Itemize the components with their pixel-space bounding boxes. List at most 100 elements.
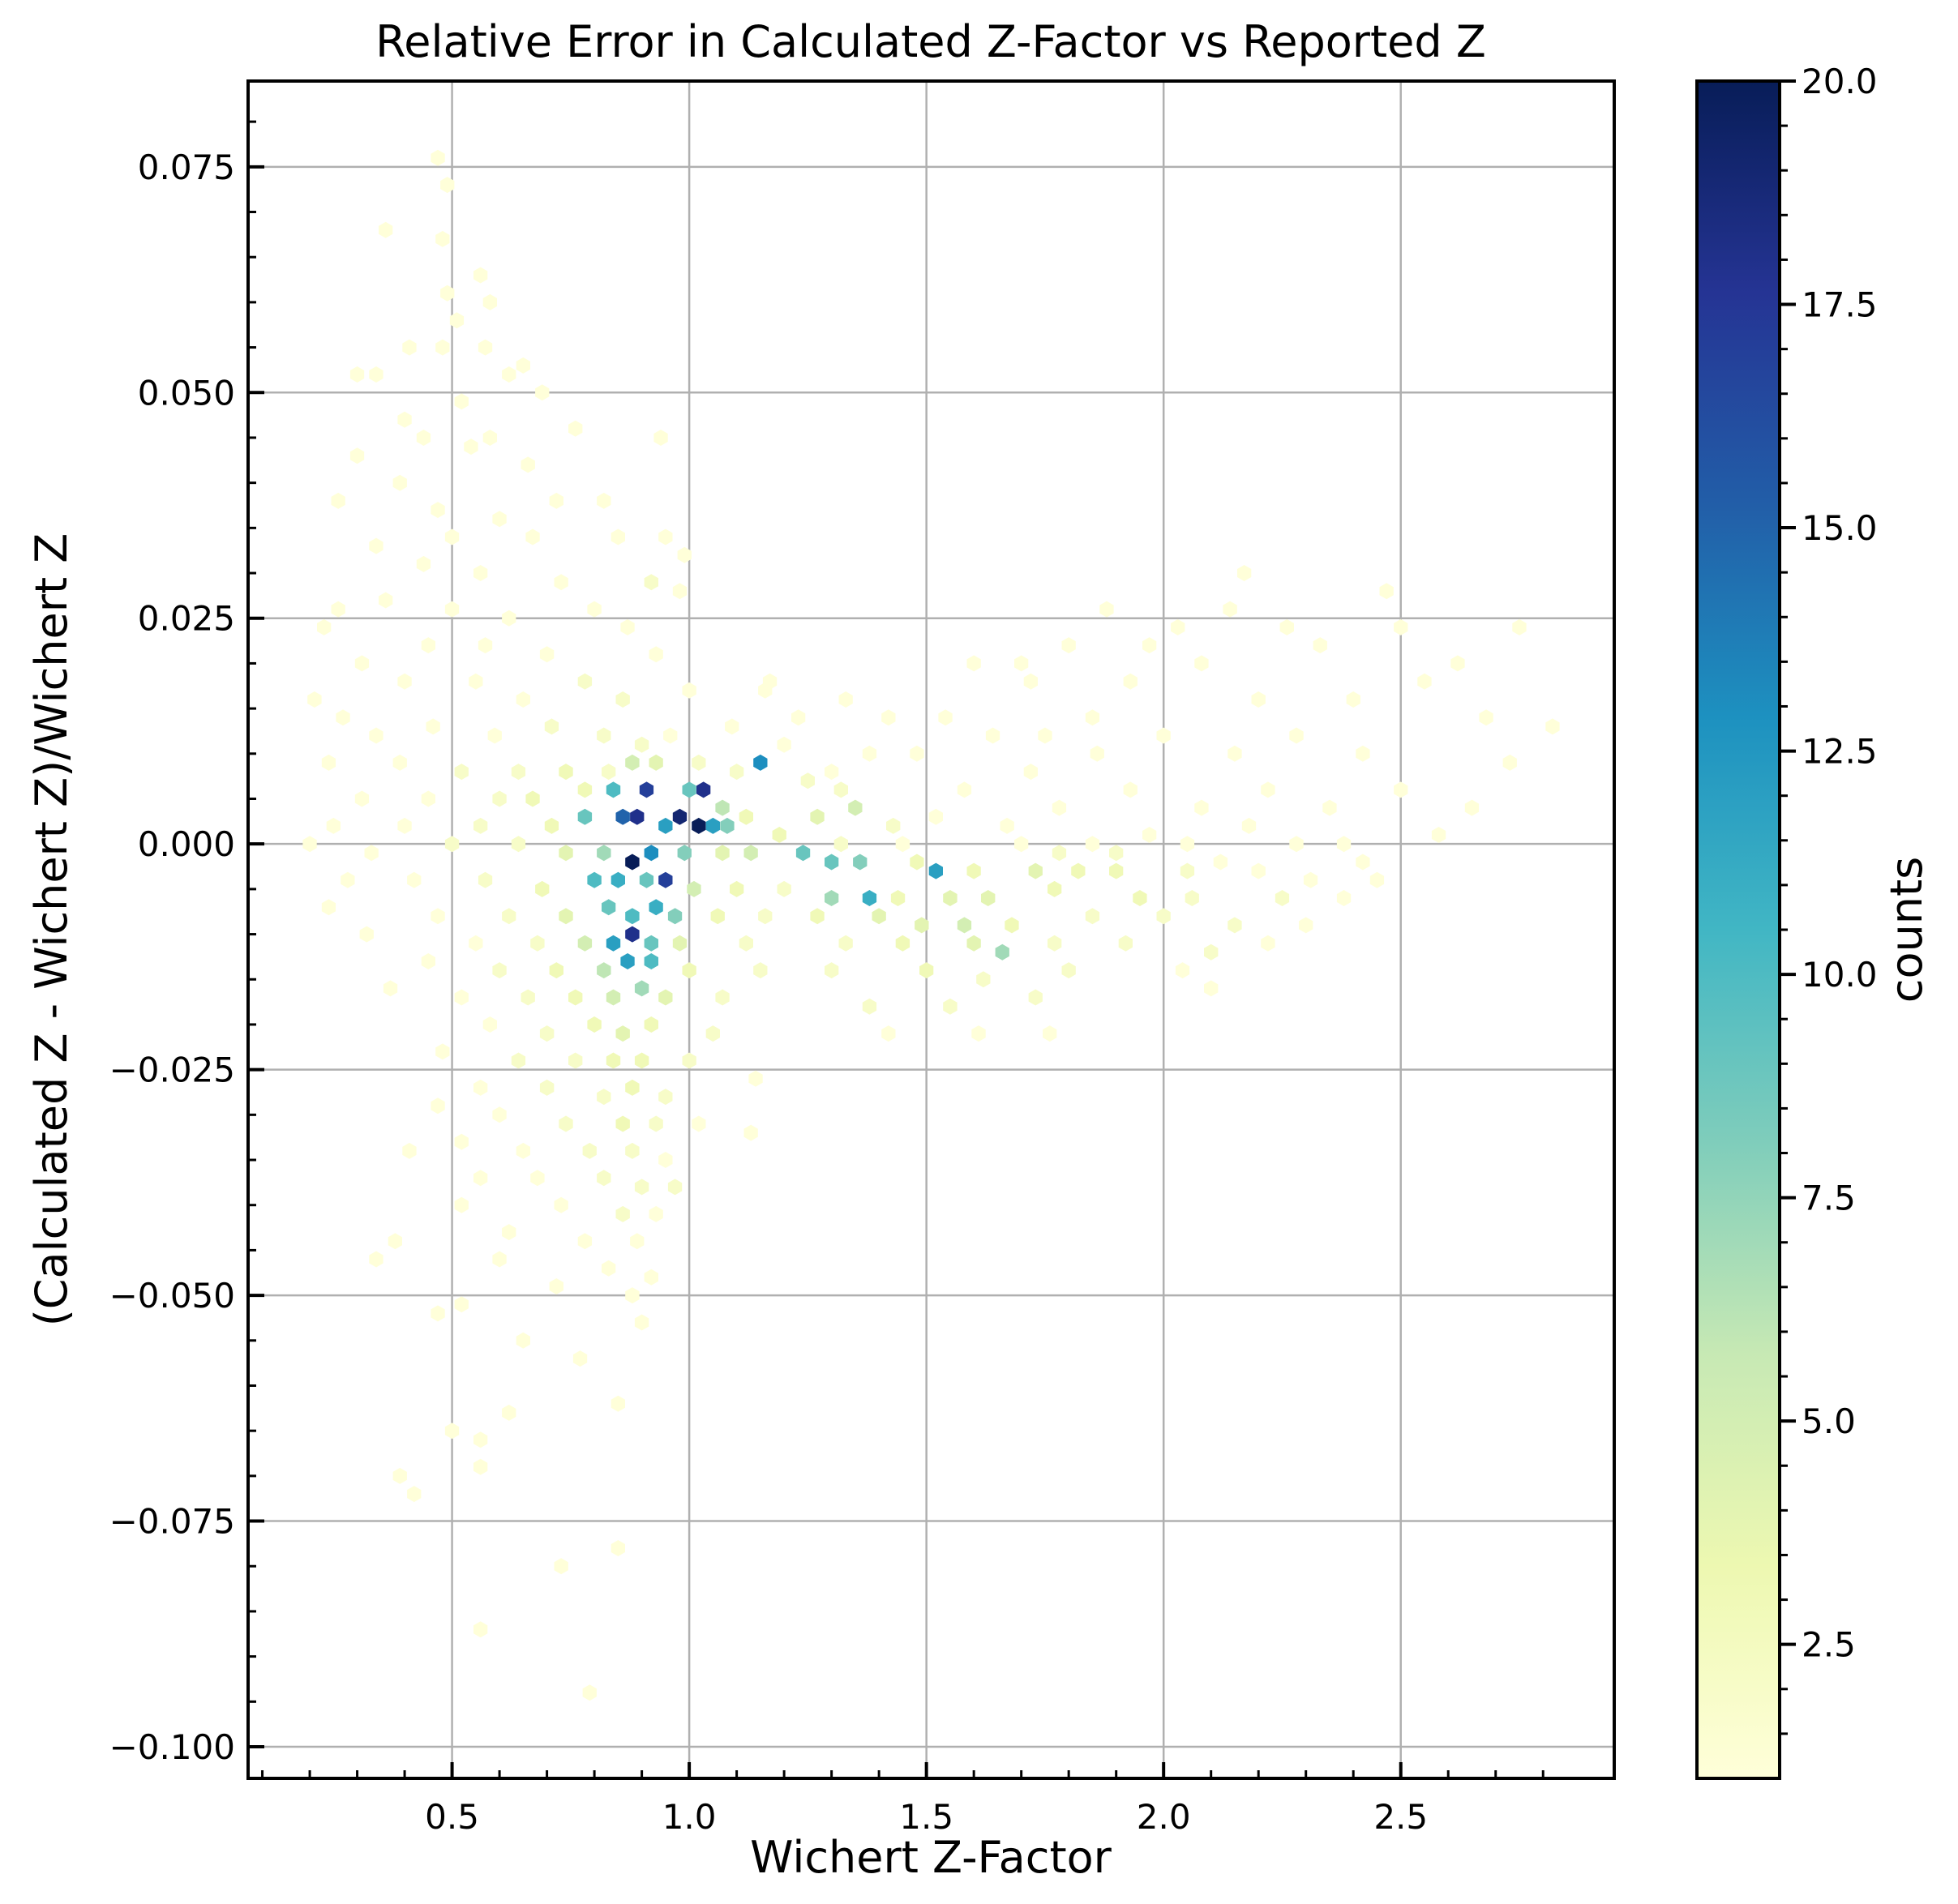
colorbar-tick-label: 5.0 bbox=[1802, 1401, 1856, 1441]
hexbin-cell bbox=[910, 854, 924, 871]
colorbar-tick-label: 10.0 bbox=[1802, 955, 1878, 995]
colorbar-tick-label: 20.0 bbox=[1802, 62, 1878, 101]
hexbin-cell bbox=[454, 1196, 469, 1213]
hexbin-cell bbox=[611, 528, 625, 546]
hexbin-cell bbox=[421, 953, 435, 969]
hexbin-cell bbox=[577, 935, 593, 952]
hexbin-cell bbox=[886, 817, 901, 834]
colorbar-tick-label: 2.5 bbox=[1802, 1625, 1856, 1665]
hexbin-cell bbox=[692, 1115, 706, 1132]
hexbin-cell bbox=[397, 411, 412, 428]
hexbin-cell bbox=[469, 935, 483, 952]
hexbin-cell bbox=[416, 555, 431, 572]
hexbin-cell bbox=[881, 1025, 896, 1042]
hexbin-cell bbox=[644, 935, 658, 952]
y-tick-label: −0.075 bbox=[109, 1502, 235, 1542]
hexbin-cell bbox=[995, 943, 1009, 961]
hexbin-cell bbox=[402, 1142, 417, 1159]
hexbin-cell bbox=[369, 366, 383, 383]
hexbin-cell bbox=[1123, 781, 1138, 798]
hexbin-cell bbox=[435, 1043, 450, 1060]
hexbin-cell bbox=[1204, 980, 1219, 997]
hexbin-cell bbox=[331, 601, 345, 618]
hexbin-cell bbox=[597, 1089, 611, 1106]
hexbin-cell bbox=[359, 926, 374, 943]
hexbin-cell bbox=[1156, 727, 1171, 744]
hexbin-cell bbox=[321, 754, 336, 771]
hexbin-cell bbox=[1356, 745, 1370, 762]
hexbin-cell bbox=[825, 890, 839, 906]
hexbin-cell bbox=[426, 718, 440, 735]
hexbin-cell bbox=[502, 610, 516, 627]
hexbin-cell bbox=[615, 691, 630, 708]
hexbin-cell bbox=[516, 691, 530, 708]
y-tick-label: 0.000 bbox=[138, 824, 235, 864]
hexbin-cell bbox=[1185, 890, 1199, 906]
hexbin-cell bbox=[639, 781, 654, 798]
hexbin-cell bbox=[720, 817, 735, 834]
y-tick-label: −0.050 bbox=[109, 1276, 235, 1316]
hexbin-cell bbox=[810, 908, 825, 925]
hexbin-cell bbox=[730, 764, 744, 781]
hexbin-cell bbox=[658, 528, 673, 546]
hexbin-cell bbox=[833, 836, 848, 853]
hexbin-cell bbox=[559, 908, 573, 925]
hexbin-cell bbox=[502, 908, 516, 925]
hexbin-cell bbox=[606, 935, 621, 952]
hexbin-cell bbox=[407, 1486, 422, 1503]
hexbin-cell bbox=[469, 673, 483, 690]
hexbin-cell bbox=[402, 339, 417, 356]
hexbin-cell bbox=[1336, 836, 1352, 853]
hexbin-cell bbox=[1512, 618, 1527, 635]
hexbin-cell bbox=[1241, 817, 1257, 834]
hexbin-cell bbox=[473, 817, 488, 834]
hexbin-cell bbox=[444, 528, 460, 546]
hexbin-cell bbox=[971, 1025, 986, 1042]
hexbin-cell bbox=[369, 727, 383, 744]
hexbin-cell bbox=[492, 1251, 507, 1268]
hexbin-cell bbox=[630, 808, 645, 825]
hexbin-cell bbox=[478, 871, 493, 888]
hexbin-cell bbox=[658, 1152, 673, 1168]
hexbin-cell bbox=[1048, 935, 1062, 952]
hexbin-cell bbox=[687, 880, 701, 897]
hexbin-cell bbox=[392, 474, 407, 491]
hexbin-cell bbox=[966, 935, 981, 952]
hexbin-cell bbox=[649, 1205, 663, 1222]
hexbin-cell bbox=[1142, 827, 1157, 843]
hexbin-cell bbox=[1180, 836, 1195, 853]
hexbin-cell bbox=[625, 908, 640, 925]
y-tick-label: 0.025 bbox=[138, 599, 235, 639]
y-tick-label: 0.050 bbox=[138, 373, 235, 413]
hexbin-cell bbox=[473, 267, 488, 284]
hexbin-cell bbox=[739, 935, 753, 952]
hexbin-cell bbox=[1279, 618, 1294, 635]
hexbin-cell bbox=[682, 781, 696, 798]
hexbin-cell bbox=[658, 1089, 673, 1106]
hexbin-cell bbox=[597, 845, 611, 862]
hexbin-cell bbox=[525, 528, 540, 546]
hexbin-cell bbox=[1227, 745, 1242, 762]
hexbin-cell bbox=[825, 854, 839, 871]
hexbin-cell bbox=[1048, 880, 1062, 897]
hexbin-cell bbox=[1275, 890, 1290, 906]
hexbin-cell bbox=[634, 1052, 649, 1069]
x-tick-label: 0.5 bbox=[425, 1797, 479, 1837]
hexbin-cell bbox=[649, 754, 663, 771]
hexbin-cell bbox=[682, 1052, 696, 1069]
hexbin-cell bbox=[919, 962, 934, 979]
hexbin-cell bbox=[1464, 799, 1480, 816]
colorbar bbox=[1695, 79, 1781, 1780]
hexbin-cell bbox=[730, 880, 744, 897]
hexbin-cell bbox=[1085, 709, 1100, 726]
hexbin-cell bbox=[602, 899, 616, 916]
hexbin-cell bbox=[649, 1115, 663, 1132]
hexbin-cell bbox=[549, 492, 563, 509]
hexbin-cell bbox=[1071, 862, 1086, 879]
hexbin-cell bbox=[625, 1142, 640, 1159]
hexbin-cell bbox=[715, 989, 730, 1006]
hexbin-cell bbox=[554, 1558, 568, 1575]
hexbin-cell bbox=[653, 430, 668, 446]
hexbin-cell bbox=[649, 899, 663, 916]
plot-frame bbox=[246, 79, 1616, 1780]
